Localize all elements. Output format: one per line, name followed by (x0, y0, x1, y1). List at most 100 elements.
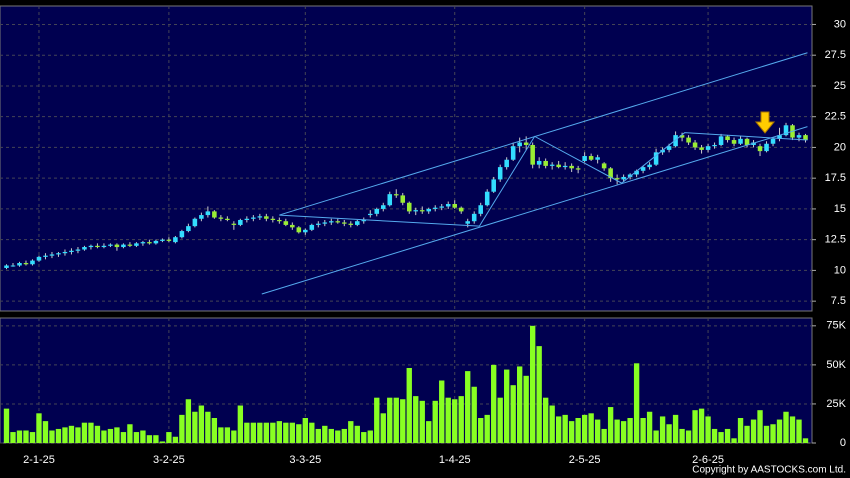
candle-body (432, 207, 438, 209)
volume-bar (523, 375, 529, 443)
volume-bar (471, 386, 477, 443)
volume-bar (23, 430, 29, 443)
volume-bar (685, 430, 692, 443)
candle-body (173, 237, 178, 243)
candle-body (264, 216, 269, 219)
candle-body (316, 223, 321, 225)
candle-body (543, 160, 548, 166)
candle-body (686, 137, 691, 143)
copyright: Copyright by AASTOCKS.com Ltd. (692, 465, 846, 476)
volume-bar (802, 438, 809, 443)
volume-bar (705, 416, 711, 443)
volume-bar (653, 430, 659, 443)
volume-bar (439, 380, 445, 443)
candle-body (757, 146, 763, 152)
volume-bar (114, 427, 120, 443)
volume-bar (218, 427, 224, 443)
volume-bar (640, 418, 646, 443)
candle-body (244, 218, 250, 220)
volume-bar (679, 428, 685, 443)
candle-body (147, 242, 152, 244)
candle-body (114, 244, 120, 248)
volume-bar (81, 422, 88, 443)
volume-bar (542, 397, 549, 443)
volume-bar (127, 424, 133, 443)
volume-bar (367, 430, 373, 443)
candle-body (718, 136, 724, 145)
candle-body (134, 243, 139, 246)
candle-body (367, 213, 373, 216)
candle-body (283, 221, 289, 225)
volume-bar (296, 424, 302, 443)
candle-body (471, 213, 477, 222)
candle-body (426, 208, 432, 212)
volume-bar (140, 430, 146, 443)
volume-bar (426, 421, 432, 443)
volume-bar (692, 410, 698, 443)
volume-bar (633, 363, 640, 443)
volume-bar (529, 325, 536, 443)
volume-tick-label: 0 (840, 437, 846, 449)
candle-body (179, 231, 185, 238)
volume-bar (88, 422, 94, 443)
volume-bar (302, 418, 308, 443)
volume-bar (146, 435, 153, 443)
plot-layer: 2-1-25 3-2-25 3-3-25 1-4-25 2-5-25 2-6-25 7.5 1… (0, 6, 847, 466)
candle-body (666, 146, 672, 150)
candle-body (406, 202, 412, 212)
candle-body (205, 211, 211, 216)
x-tick-label: 2-1-25 (23, 454, 55, 466)
volume-bar (237, 405, 244, 443)
candle-body (640, 167, 646, 171)
volume-bar (770, 424, 776, 443)
volume-bar (659, 416, 666, 443)
x-tick-label: 2-6-25 (692, 454, 724, 466)
volume-bar (361, 432, 367, 443)
volume-bar (172, 436, 179, 443)
candle-body (458, 207, 464, 212)
candle-body (439, 206, 445, 208)
candle-body (23, 263, 29, 265)
volume-bar (620, 421, 627, 443)
candle-body (523, 142, 529, 145)
candle-body (738, 138, 743, 144)
volume-bar (250, 422, 257, 443)
price-panel (0, 5, 813, 312)
volume-bar (224, 427, 231, 443)
volume-bar (789, 416, 796, 443)
candle-body (303, 229, 308, 233)
volume-bar (698, 408, 705, 443)
volume-bar (504, 369, 510, 443)
candle-body (803, 135, 808, 141)
volume-bar (159, 441, 166, 443)
volume-bar (276, 421, 283, 443)
candle-body (322, 222, 328, 224)
volume-bar (594, 419, 601, 443)
volume-bar (588, 413, 594, 443)
volume-bar (711, 428, 718, 443)
volume-bar (29, 432, 36, 443)
candle-body (69, 250, 74, 252)
candle-body (504, 159, 509, 168)
candle-body (465, 221, 470, 224)
candle-body (562, 165, 568, 168)
candle-body (712, 144, 717, 147)
volume-bar (10, 432, 16, 443)
candle-body (393, 194, 399, 196)
volume-bar (322, 425, 328, 443)
volume-bar (737, 418, 744, 443)
volume-bar (491, 364, 497, 443)
candle-body (296, 227, 302, 233)
candle-body (17, 263, 22, 266)
volume-bar (555, 416, 562, 443)
candle-body (653, 152, 659, 165)
volume-bar (776, 419, 783, 443)
candle-body (95, 245, 100, 248)
candle-body (478, 205, 483, 214)
candle-body (10, 265, 16, 267)
volume-bar (796, 419, 802, 443)
volume-bar (107, 428, 114, 443)
candle-body (43, 255, 48, 257)
volume-bar (646, 411, 653, 443)
